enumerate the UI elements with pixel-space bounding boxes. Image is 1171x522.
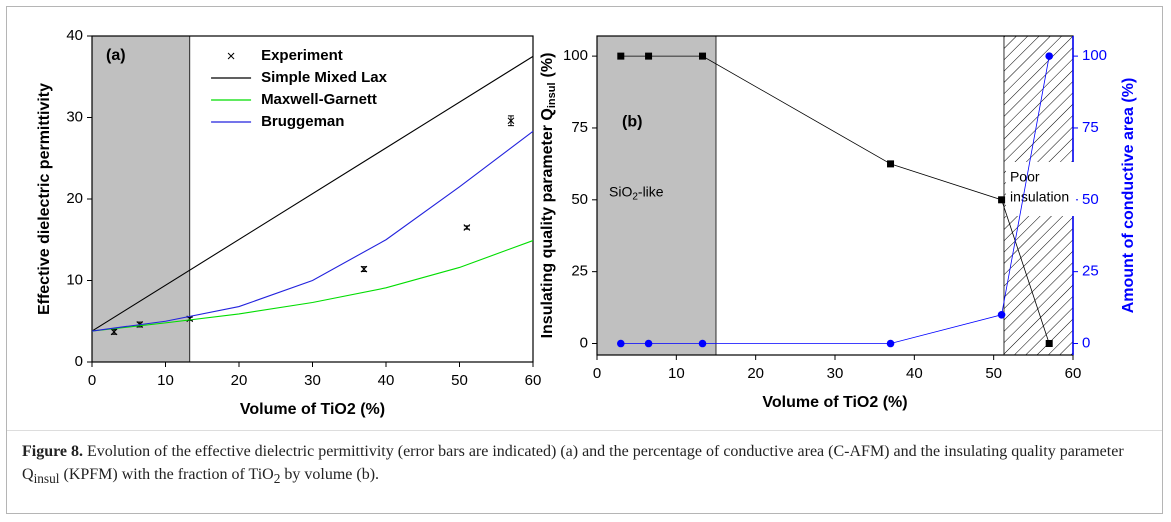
caption-sub: insul <box>33 471 60 487</box>
y-tick-label: 10 <box>66 271 83 288</box>
series-line <box>91 240 534 332</box>
y-tick-label: 40 <box>66 27 83 44</box>
caption-sub: 2 <box>273 471 281 487</box>
y-tick-label: 0 <box>75 353 83 370</box>
caption-text: Evolution of the effective dielectric pe… <box>22 443 1124 483</box>
annotation-box <box>1005 162 1076 216</box>
annotation: Poor <box>1010 169 1040 185</box>
y-axis-label-text: Insulating quality parameter Q <box>539 108 556 338</box>
y-axis-label-text: (%) <box>539 53 556 78</box>
data-point <box>886 339 895 348</box>
x-tick-label: 40 <box>906 365 923 382</box>
series-line <box>620 56 1050 344</box>
data-point <box>887 160 895 168</box>
shaded-region <box>596 35 717 356</box>
x-tick-label: 60 <box>1065 365 1082 382</box>
data-point <box>507 117 515 125</box>
y-tick-label: 100 <box>563 47 588 64</box>
figure-frame <box>6 6 1163 514</box>
x-tick-label: 50 <box>451 372 468 389</box>
annotation-sub: 2 <box>632 191 638 202</box>
marker-stroke <box>507 117 515 125</box>
data-point <box>110 328 118 336</box>
series-line <box>91 130 534 332</box>
panel-label: (a) <box>106 47 126 64</box>
legend-marker <box>227 52 235 60</box>
data-point <box>698 339 707 348</box>
shaded-region <box>91 35 191 363</box>
y-tick-label: 25 <box>571 263 588 280</box>
caption: Figure 8. Evolution of the effective die… <box>22 440 1142 490</box>
legend-label: Bruggeman <box>261 113 344 130</box>
data-point <box>644 339 653 348</box>
y-tick-label: 75 <box>571 119 588 136</box>
y2-tick-label: 50 <box>1082 191 1099 208</box>
x-tick-label: 20 <box>747 365 764 382</box>
x-tick-label: 30 <box>304 372 321 389</box>
x-tick-label: 0 <box>88 372 96 389</box>
x-tick-label: 60 <box>525 372 542 389</box>
data-point <box>645 52 653 60</box>
y-axis-label: Effective dielectric permittivity <box>36 83 53 315</box>
caption-text: (KPFM) with the fraction of TiO <box>59 466 274 483</box>
caption-label: Figure 8. <box>22 443 84 460</box>
x-tick-label: 30 <box>827 365 844 382</box>
y2-tick-label: 75 <box>1082 119 1099 136</box>
x-tick-label: 10 <box>157 372 174 389</box>
data-point <box>1045 340 1053 348</box>
separator <box>7 430 1162 431</box>
x-tick-label: 20 <box>231 372 248 389</box>
annotation: SiO2-like <box>609 183 664 202</box>
data-point <box>998 196 1006 204</box>
x-tick-label: 10 <box>668 365 685 382</box>
y-tick-label: 30 <box>66 108 83 125</box>
series-line <box>91 55 534 332</box>
marker-stroke <box>110 328 118 336</box>
y-axis-label-text: Effective dielectric permittivity <box>36 83 53 315</box>
y2-tick-label: 100 <box>1082 47 1107 64</box>
x-tick-label: 40 <box>378 372 395 389</box>
marker-stroke <box>186 315 194 323</box>
x-tick-label: 0 <box>593 365 601 382</box>
data-point <box>1045 52 1053 60</box>
y2-tick-label: 25 <box>1082 263 1099 280</box>
y2-tick-label: 0 <box>1082 334 1090 351</box>
caption-text: by volume (b). <box>280 466 380 483</box>
legend-label: Experiment <box>261 47 343 64</box>
data-point <box>617 52 625 60</box>
legend-label: Simple Mixed Lax <box>261 69 388 86</box>
data-point <box>463 224 471 231</box>
x-axis-label: Volume of TiO2 (%) <box>762 394 907 411</box>
data-point <box>997 310 1006 319</box>
data-point <box>699 52 707 60</box>
series-line <box>620 55 1050 344</box>
marker-stroke <box>360 265 368 273</box>
annotation-text: -like <box>638 183 664 199</box>
annotation-text: SiO <box>609 183 632 199</box>
marker-stroke <box>227 52 235 60</box>
x-tick-label: 50 <box>985 365 1002 382</box>
annotation: insulation <box>1010 189 1069 205</box>
panel-label: (b) <box>622 113 642 130</box>
legend-label: Maxwell-Garnett <box>261 91 377 108</box>
y-axis-label-sub: insul <box>546 82 558 108</box>
data-point <box>617 339 625 348</box>
y-tick-label: 0 <box>580 334 588 351</box>
y2-axis-label: Amount of conductive area (%) <box>1120 78 1137 314</box>
x-axis-label: Volume of TiO2 (%) <box>240 401 385 418</box>
y-tick-label: 20 <box>66 190 83 207</box>
marker-stroke <box>463 224 471 231</box>
y-axis-label: Insulating quality parameter Qinsul (%) <box>539 53 558 339</box>
data-point <box>360 265 368 273</box>
y-tick-label: 50 <box>571 191 588 208</box>
